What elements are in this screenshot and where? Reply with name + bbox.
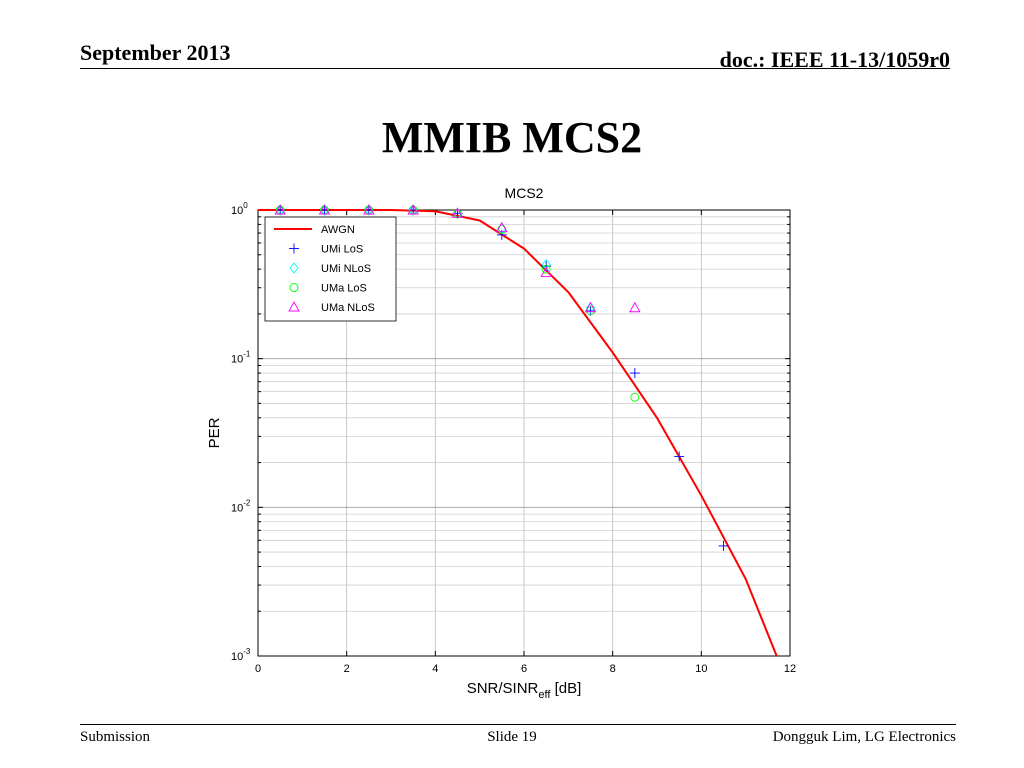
x-axis-label: SNR/SINReff [dB] <box>467 680 582 701</box>
series-uma-nlos <box>274 204 641 313</box>
data-point <box>541 258 551 271</box>
legend-swatch <box>289 243 299 254</box>
footer-submission: Submission <box>80 729 151 745</box>
legend-item: UMa NLoS <box>288 301 375 314</box>
data-point <box>408 205 419 215</box>
x-axis-label-tail: [dB] <box>550 680 581 697</box>
y-axis-label: PER <box>206 417 223 448</box>
data-point <box>274 204 286 215</box>
legend-item: AWGN <box>274 224 355 236</box>
data-point <box>584 301 597 313</box>
data-point <box>319 204 330 216</box>
chart-title: MCS2 <box>505 185 544 201</box>
y-tick-label-exponent: -3 <box>243 647 251 656</box>
x-tick-label: 12 <box>784 663 796 675</box>
footer-author: Dongguk Lim, LG Electronics <box>772 729 956 745</box>
data-point <box>540 266 552 277</box>
y-tick-label-base: 10 <box>231 354 243 366</box>
legend-item: UMi LoS <box>289 243 363 256</box>
legend-label: UMa LoS <box>321 283 367 295</box>
legend-label: UMi LoS <box>321 244 363 256</box>
footer-slide-number: Slide 19 <box>487 729 537 745</box>
y-tick-label: 10-1 <box>231 350 251 366</box>
data-point <box>585 305 596 316</box>
data-point <box>629 301 641 313</box>
x-axis-label-main: SNR/SINR <box>467 680 539 697</box>
x-tick-label: 4 <box>432 663 438 675</box>
data-point <box>363 204 375 215</box>
y-tick-label: 10-3 <box>231 647 251 663</box>
x-axis-label-subscript: eff <box>538 689 551 701</box>
footer-divider <box>80 724 956 725</box>
slide-title: MMIB MCS2 <box>381 113 643 162</box>
series-awgn <box>258 209 778 657</box>
legend-label: UMa NLoS <box>321 302 375 314</box>
data-point <box>407 204 419 215</box>
data-point <box>496 221 508 233</box>
legend-item: UMa LoS <box>289 283 367 295</box>
data-point <box>718 540 729 551</box>
x-tick-label: 2 <box>344 663 350 675</box>
data-point <box>674 451 685 462</box>
header-divider <box>80 68 950 69</box>
y-tick-label-exponent: -1 <box>243 350 251 359</box>
legend-box <box>264 216 397 322</box>
data-series <box>258 204 778 657</box>
y-tick-label-base: 10 <box>231 651 243 663</box>
y-tick-label-exponent: 0 <box>243 201 248 210</box>
data-point <box>453 209 462 219</box>
data-point <box>451 207 464 218</box>
data-point <box>275 204 285 216</box>
legend-swatch <box>289 283 299 292</box>
data-point <box>408 204 418 216</box>
y-tick-label: 100 <box>231 201 248 217</box>
header-doc-id: doc.: IEEE 11-13/1059r0 <box>719 47 950 72</box>
series-uma-los <box>275 205 640 402</box>
data-point <box>541 264 551 274</box>
legend-swatch <box>288 301 300 312</box>
data-point <box>364 204 374 216</box>
awgn-line <box>258 209 778 657</box>
y-tick-label-base: 10 <box>231 205 243 217</box>
header-date: September 2013 <box>80 40 231 65</box>
data-point <box>630 392 640 402</box>
y-tick-label: 10-2 <box>231 498 251 514</box>
data-point <box>319 205 330 215</box>
x-tick-label: 0 <box>255 663 261 675</box>
data-point <box>275 205 286 215</box>
x-tick-labels: 0 2 4 6 8 10 12 <box>255 663 796 675</box>
y-tick-label-exponent: -2 <box>243 498 251 507</box>
y-tick-label-base: 10 <box>231 502 243 514</box>
data-point <box>318 204 331 215</box>
legend: AWGN UMi LoS UMi NLoS UMa LoS UMa NLoS <box>264 216 397 322</box>
legend-item: UMi NLoS <box>289 262 371 275</box>
legend-label: AWGN <box>321 224 355 236</box>
legend-swatch <box>289 262 299 274</box>
x-tick-label: 10 <box>695 663 707 675</box>
data-point <box>585 302 596 314</box>
plot-frame <box>257 209 791 657</box>
x-tick-label: 6 <box>521 663 527 675</box>
x-tick-label: 8 <box>610 663 616 675</box>
data-point <box>363 205 374 215</box>
legend-items: AWGN UMi LoS UMi NLoS UMa LoS UMa NLoS <box>274 224 375 314</box>
data-point <box>629 368 640 379</box>
legend-label: UMi NLoS <box>321 263 371 275</box>
